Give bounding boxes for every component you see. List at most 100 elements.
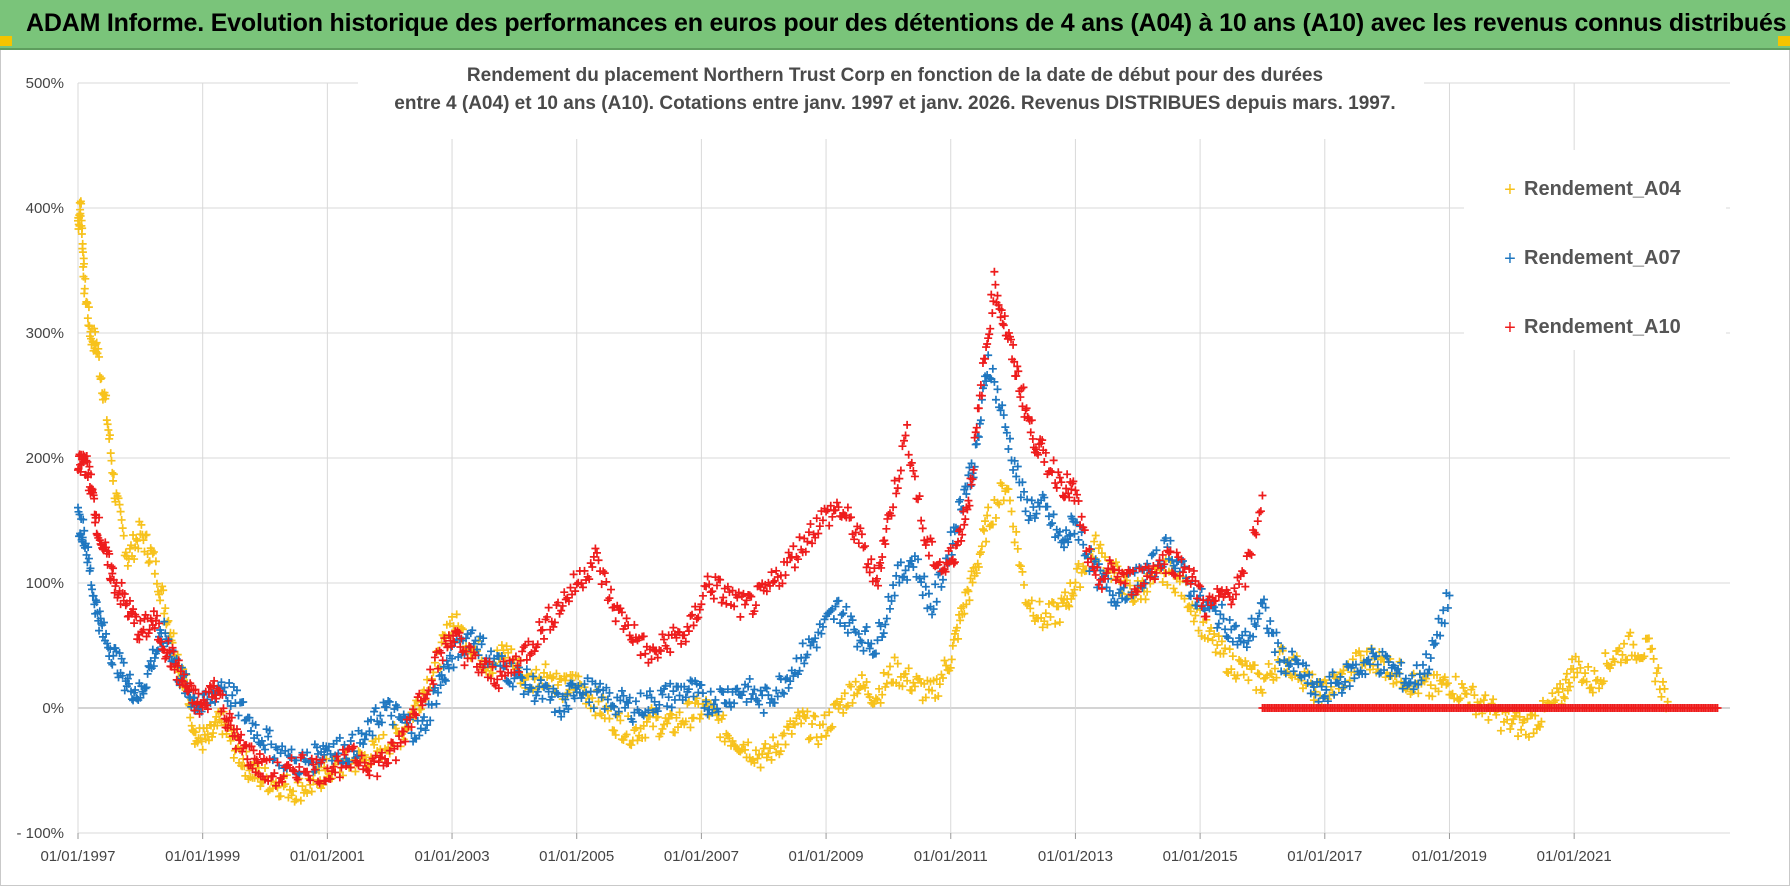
rendement-a10-point (924, 551, 933, 560)
rendement-a07-point (733, 684, 742, 693)
rendement-a10-point (984, 334, 993, 343)
rendement-a04-point (1208, 636, 1217, 645)
rendement-a10-point (219, 704, 228, 713)
rendement-a07-point (666, 679, 675, 688)
rendement-a07-point (426, 716, 435, 725)
rendement-a04-point (1507, 719, 1516, 728)
rendement-a10-point (202, 701, 211, 710)
rendement-a04-point (1644, 634, 1653, 643)
rendement-a04-point (261, 763, 270, 772)
rendement-a04-point (1074, 559, 1083, 568)
rendement-a10-point (890, 476, 899, 485)
rendement-a10-point (854, 539, 863, 548)
rendement-a04-point (1565, 682, 1574, 691)
rendement-a07-point (1334, 679, 1343, 688)
rendement-a04-point (1264, 659, 1273, 668)
rendement-a10-point (337, 763, 346, 772)
rendement-a10-point (178, 677, 187, 686)
rendement-a07-point (956, 495, 965, 504)
rendement-a10-point (1241, 582, 1250, 591)
rendement-a07-point (75, 510, 84, 519)
rendement-a07-point (931, 580, 940, 589)
rendement-a04-point (861, 683, 870, 692)
rendement-a04-point (437, 638, 446, 647)
rendement-a07-point (614, 707, 623, 716)
rendement-a07-point (915, 574, 924, 583)
rendement-a10-point (412, 711, 421, 720)
rendement-a10-point (747, 592, 756, 601)
rendement-a10-point (877, 563, 886, 572)
rendement-a10-point (1256, 507, 1265, 516)
rendement-a07-point (1367, 645, 1376, 654)
rendement-a10-point (641, 649, 650, 658)
rendement-a07-point (1300, 672, 1309, 681)
rendement-a10-point (471, 651, 480, 660)
rendement-a07-point (1013, 462, 1022, 471)
rendement-a04-point (1560, 694, 1569, 703)
rendement-a07-point (901, 566, 910, 575)
rendement-a07-point (1417, 676, 1426, 685)
rendement-a07-point (521, 680, 530, 689)
rendement-a10-point (539, 634, 548, 643)
rendement-a07-point (567, 680, 576, 689)
rendement-a07-point (653, 707, 662, 716)
rendement-a07-point (585, 698, 594, 707)
rendement-a10-point (385, 746, 394, 755)
rendement-a07-point (1044, 512, 1053, 521)
rendement-a07-point (616, 696, 625, 705)
rendement-a04-point (594, 697, 603, 706)
rendement-a04-point (946, 663, 955, 672)
rendement-a04-point (962, 600, 971, 609)
rendement-a04-point (287, 791, 296, 800)
rendement-a04-point (642, 717, 651, 726)
rendement-a04-point (750, 758, 759, 767)
rendement-a10-point (918, 524, 927, 533)
rendement-a10-point (237, 730, 246, 739)
rendement-a07-point (861, 627, 870, 636)
rendement-a10-point (808, 539, 817, 548)
rendement-a10-point (986, 324, 995, 333)
rendement-a07-point (990, 377, 999, 386)
y-tick-label: 200% (26, 450, 64, 467)
rendement-a04-point (264, 787, 273, 796)
rendement-a10-point (967, 480, 976, 489)
rendement-a10-point (227, 713, 236, 722)
rendement-a07-point (368, 731, 377, 740)
rendement-a10-point (173, 661, 182, 670)
rendement-a07-point (124, 679, 133, 688)
rendement-a10-point (460, 661, 469, 670)
rendement-a10-point (935, 558, 944, 567)
rendement-a10-point (485, 657, 494, 666)
rendement-a07-point (160, 617, 169, 626)
rendement-a07-point (220, 683, 229, 692)
rendement-a10-point (415, 689, 424, 698)
rendement-a10-point (1188, 572, 1197, 581)
rendement-a10-point (1031, 445, 1040, 454)
rendement-a10-point (204, 687, 213, 696)
x-axis-ticks: 01/01/1997 01/01/1999 01/01/2001 01/01/2003… (40, 848, 1611, 865)
rendement-a10-point (659, 635, 668, 644)
rendement-a07-point (932, 597, 941, 606)
rendement-a07-point (384, 696, 393, 705)
rendement-a10-point (109, 564, 118, 573)
rendement-a10-point (706, 588, 715, 597)
rendement-a10-point (599, 567, 608, 576)
rendement-a10-point (191, 685, 200, 694)
rendement-a04-point (794, 708, 803, 717)
rendement-a07-point (259, 741, 268, 750)
rendement-a10-point (991, 280, 1000, 289)
rendement-a10-point (136, 616, 145, 625)
rendement-a10-point (950, 558, 959, 567)
rendement-a04-point (105, 431, 114, 440)
rendement-a07-point (702, 697, 711, 706)
rendement-a07-point (228, 691, 237, 700)
rendement-a04-point (1061, 588, 1070, 597)
rendement-a07-point (840, 621, 849, 630)
rendement-a07-point (664, 693, 673, 702)
rendement-a04-point (1026, 604, 1035, 613)
rendement-a07-point (697, 680, 706, 689)
rendement-a07-point (106, 645, 115, 654)
rendement-a07-point (1311, 690, 1320, 699)
rendement-a07-point (756, 686, 765, 695)
rendement-a07-point (538, 694, 547, 703)
